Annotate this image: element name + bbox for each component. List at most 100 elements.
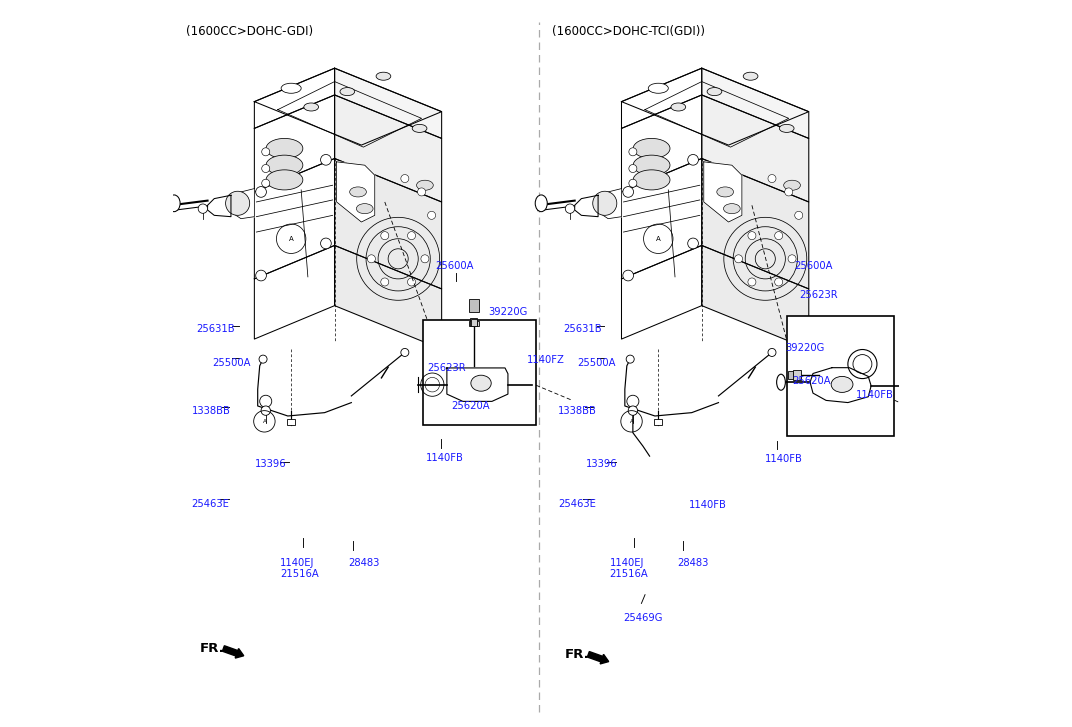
Bar — [423, 320, 536, 425]
Ellipse shape — [634, 170, 670, 190]
Ellipse shape — [634, 138, 670, 158]
Ellipse shape — [776, 374, 786, 390]
Circle shape — [788, 254, 796, 263]
Circle shape — [256, 187, 267, 197]
Circle shape — [368, 254, 375, 263]
Circle shape — [775, 278, 783, 286]
Polygon shape — [230, 188, 254, 219]
Text: 21516A: 21516A — [609, 569, 649, 579]
Text: A: A — [656, 236, 660, 242]
Text: 21516A: 21516A — [280, 569, 318, 579]
FancyArrow shape — [222, 646, 243, 658]
Polygon shape — [254, 68, 442, 145]
Polygon shape — [447, 368, 508, 401]
Text: 13396: 13396 — [586, 459, 617, 469]
Ellipse shape — [671, 103, 686, 111]
Ellipse shape — [266, 155, 303, 175]
FancyArrow shape — [587, 651, 609, 664]
Text: 25623R: 25623R — [427, 363, 465, 373]
Text: 25500A: 25500A — [578, 358, 616, 368]
Ellipse shape — [340, 87, 355, 96]
Polygon shape — [702, 158, 808, 289]
Polygon shape — [337, 162, 375, 222]
Circle shape — [428, 212, 435, 220]
Text: 1140FZ: 1140FZ — [527, 355, 565, 365]
Circle shape — [565, 204, 575, 213]
Circle shape — [418, 188, 426, 196]
Circle shape — [768, 174, 776, 182]
Circle shape — [775, 232, 783, 240]
Text: (1600CC>DOHC-TCI(GDI)): (1600CC>DOHC-TCI(GDI)) — [552, 25, 705, 39]
Text: 25631B: 25631B — [563, 324, 601, 334]
Polygon shape — [702, 95, 808, 202]
Bar — [471, 319, 477, 326]
Polygon shape — [622, 68, 702, 129]
Text: 1140FB: 1140FB — [765, 454, 803, 465]
Text: A: A — [288, 236, 294, 242]
Circle shape — [794, 212, 803, 220]
Text: 1338BB: 1338BB — [557, 406, 597, 416]
Bar — [471, 318, 477, 326]
Polygon shape — [702, 68, 808, 138]
Text: 28483: 28483 — [348, 558, 379, 568]
Ellipse shape — [349, 187, 367, 197]
Text: 25469G: 25469G — [623, 613, 662, 623]
Ellipse shape — [708, 87, 721, 96]
Polygon shape — [254, 158, 334, 279]
Circle shape — [262, 406, 270, 415]
Circle shape — [256, 270, 267, 281]
Circle shape — [785, 188, 792, 196]
Ellipse shape — [743, 72, 758, 80]
Ellipse shape — [634, 155, 670, 175]
Bar — [788, 371, 793, 379]
Circle shape — [623, 187, 634, 197]
Ellipse shape — [168, 195, 180, 212]
Polygon shape — [622, 158, 702, 279]
Text: 39220G: 39220G — [786, 342, 824, 353]
Ellipse shape — [717, 187, 733, 197]
Circle shape — [401, 348, 408, 356]
Bar — [287, 419, 295, 425]
Circle shape — [262, 180, 270, 188]
Polygon shape — [622, 95, 702, 192]
Ellipse shape — [266, 138, 303, 158]
Circle shape — [321, 154, 331, 165]
Polygon shape — [334, 95, 442, 202]
Circle shape — [421, 254, 429, 263]
Ellipse shape — [831, 377, 853, 393]
Text: 1338BB: 1338BB — [192, 406, 230, 416]
Text: 25620A: 25620A — [792, 376, 831, 386]
Bar — [654, 419, 662, 425]
Circle shape — [259, 355, 267, 364]
Bar — [787, 316, 894, 436]
Polygon shape — [622, 246, 702, 339]
Circle shape — [593, 191, 616, 215]
Circle shape — [629, 180, 637, 188]
Circle shape — [262, 164, 270, 172]
Circle shape — [407, 232, 416, 240]
Text: 28483: 28483 — [678, 558, 709, 568]
Circle shape — [626, 355, 635, 364]
Circle shape — [225, 191, 250, 215]
Text: 1140FB: 1140FB — [426, 453, 463, 463]
Ellipse shape — [779, 124, 794, 132]
Text: 25463E: 25463E — [557, 499, 596, 509]
Ellipse shape — [471, 375, 491, 391]
Text: 13396: 13396 — [255, 459, 286, 469]
Circle shape — [321, 238, 331, 249]
Text: 1140EJ: 1140EJ — [609, 558, 644, 568]
Circle shape — [381, 278, 389, 286]
Text: (1600CC>DOHC-GDI): (1600CC>DOHC-GDI) — [185, 25, 313, 39]
Text: 1140FB: 1140FB — [855, 390, 894, 400]
Ellipse shape — [535, 195, 547, 212]
Ellipse shape — [649, 83, 668, 93]
Ellipse shape — [266, 170, 303, 190]
Ellipse shape — [356, 204, 373, 214]
Bar — [468, 299, 479, 312]
Bar — [468, 321, 479, 326]
Ellipse shape — [417, 180, 433, 190]
Circle shape — [748, 232, 756, 240]
Circle shape — [748, 278, 756, 286]
Circle shape — [381, 232, 389, 240]
Text: 25600A: 25600A — [435, 261, 474, 271]
